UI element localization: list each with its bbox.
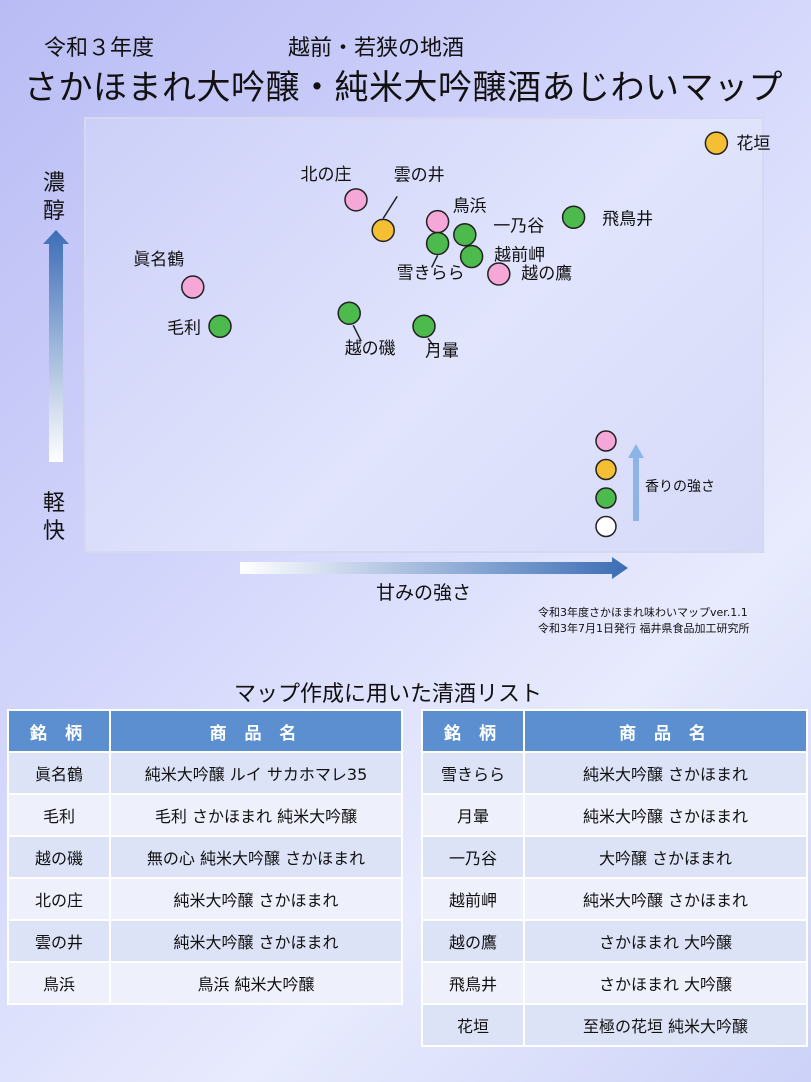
- leader-line: [430, 255, 439, 268]
- brand-cell: 毛利: [7, 793, 111, 837]
- table-row: 鳥浜 鳥浜 純米大吟醸: [7, 961, 403, 1005]
- aroma-legend-swatch: [595, 515, 617, 538]
- brand-cell: 越の磯: [7, 835, 111, 879]
- brand-cell: 月暈: [421, 793, 525, 837]
- brand-cell: 眞名鶴: [7, 751, 111, 795]
- table-row: 飛鳥井 さかほまれ 大吟醸: [421, 961, 808, 1005]
- brand-cell: 飛鳥井: [421, 961, 525, 1005]
- table-row: 一乃谷 大吟醸 さかほまれ: [421, 835, 808, 879]
- product-cell: 毛利 さかほまれ 純米大吟醸: [109, 793, 403, 837]
- leader-line: [382, 195, 398, 219]
- aroma-legend-swatch: [595, 458, 617, 481]
- data-point: [412, 314, 436, 339]
- data-point: [337, 301, 361, 325]
- table-row: 越の磯 無の心 純米大吟醸 さかほまれ: [7, 835, 403, 879]
- title-year: 令和３年度: [44, 36, 155, 61]
- data-point: [453, 222, 477, 247]
- brand-cell: 雪きらら: [421, 751, 525, 795]
- y-axis-low-label: 軽快: [42, 491, 65, 544]
- point-label: 雲の井: [394, 165, 445, 185]
- data-point: [208, 314, 232, 339]
- title-region: 越前・若狭の地酒: [288, 36, 465, 61]
- sake-list-table-right: 銘 柄 商 品 名 雪きらら 純米大吟醸 さかほまれ 月暈 純米大吟醸 さかほまれ 一乃…: [421, 709, 808, 1047]
- point-label: 飛鳥井: [602, 209, 653, 229]
- point-label: 月暈: [425, 341, 459, 361]
- data-point: [344, 188, 368, 212]
- table-row: 毛利 毛利 さかほまれ 純米大吟醸: [7, 793, 403, 837]
- x-axis-label: 甘みの強さ: [376, 582, 472, 604]
- table-row: 越前岬 純米大吟醸 さかほまれ: [421, 877, 808, 921]
- data-point: [561, 205, 586, 230]
- brand-cell: 花垣: [421, 1003, 525, 1047]
- point-label: 鳥浜: [453, 197, 487, 217]
- aroma-legend-arrow: [628, 444, 644, 521]
- point-label: 越前岬: [494, 246, 545, 266]
- product-cell: 純米大吟醸 さかほまれ: [109, 877, 403, 921]
- credit-line-2: 令和3年7月1日発行 福井県食品加工研究所: [538, 622, 750, 635]
- leader-line: [352, 324, 362, 342]
- point-label: 一乃谷: [493, 217, 544, 237]
- product-cell: さかほまれ 大吟醸: [523, 919, 808, 963]
- point-label: 花垣: [736, 134, 770, 154]
- table-row: 眞名鶴 純米大吟醸 ルイ サカホマレ35: [7, 751, 403, 795]
- data-point: [487, 262, 511, 286]
- aroma-legend-swatch: [595, 430, 617, 452]
- aroma-legend-label: 香りの強さ: [645, 479, 715, 495]
- point-label: 越の磯: [345, 339, 396, 359]
- point-label: 毛利: [167, 318, 201, 338]
- product-cell: 大吟醸 さかほまれ: [523, 835, 808, 879]
- point-label: 北の庄: [301, 165, 352, 185]
- data-point: [459, 244, 484, 269]
- point-label: 雪きらら: [397, 263, 465, 283]
- product-cell: 純米大吟醸 さかほまれ: [523, 877, 808, 921]
- brand-cell: 一乃谷: [421, 835, 525, 879]
- list-title: マップ作成に用いた清酒リスト: [234, 682, 543, 707]
- point-label: 眞名鶴: [133, 250, 184, 270]
- product-cell: 至極の花垣 純米大吟醸: [523, 1003, 808, 1047]
- brand-cell: 越前岬: [421, 877, 525, 921]
- product-cell: 純米大吟醸 さかほまれ: [523, 751, 808, 795]
- sake-list-table-left: 銘 柄 商 品 名 眞名鶴 純米大吟醸 ルイ サカホマレ35 毛利 毛利 さかほまれ …: [7, 709, 403, 1005]
- table-row: 越の鷹 さかほまれ 大吟醸: [421, 919, 808, 963]
- y-axis-high-label: 濃醇: [42, 171, 65, 224]
- plot-area: [84, 117, 764, 553]
- table-row: 北の庄 純米大吟醸 さかほまれ: [7, 877, 403, 921]
- aroma-legend-swatch: [595, 487, 617, 509]
- data-point: [425, 231, 450, 256]
- table-row: 雪きらら 純米大吟醸 さかほまれ: [421, 751, 808, 795]
- column-header-product: 商 品 名: [523, 709, 808, 753]
- data-point: [704, 131, 729, 155]
- table-row: 月暈 純米大吟醸 さかほまれ: [421, 793, 808, 837]
- product-cell: 鳥浜 純米大吟醸: [109, 961, 403, 1005]
- brand-cell: 越の鷹: [421, 919, 525, 963]
- table-row: 花垣 至極の花垣 純米大吟醸: [421, 1003, 808, 1047]
- brand-cell: 北の庄: [7, 877, 111, 921]
- credit-line-1: 令和3年度さかほまれ味わいマップver.1.1: [538, 606, 748, 619]
- leader-line: [427, 337, 435, 347]
- column-header-brand: 銘 柄: [421, 709, 525, 753]
- page-title: さかほまれ大吟醸・純米大吟醸酒あじわいマップ: [24, 68, 783, 108]
- table-row: 雲の井 純米大吟醸 さかほまれ: [7, 919, 403, 963]
- product-cell: 無の心 純米大吟醸 さかほまれ: [109, 835, 403, 879]
- y-axis-arrow: [43, 230, 69, 462]
- brand-cell: 鳥浜: [7, 961, 111, 1005]
- point-label: 越の鷹: [521, 263, 572, 284]
- column-header-brand: 銘 柄: [7, 709, 111, 753]
- product-cell: 純米大吟醸 さかほまれ: [523, 793, 808, 837]
- product-cell: 純米大吟醸 さかほまれ: [109, 919, 403, 963]
- data-point: [181, 275, 205, 299]
- product-cell: さかほまれ 大吟醸: [523, 961, 808, 1005]
- x-axis-arrow: [240, 557, 628, 579]
- column-header-product: 商 品 名: [109, 709, 403, 753]
- product-cell: 純米大吟醸 ルイ サカホマレ35: [109, 751, 403, 795]
- brand-cell: 雲の井: [7, 919, 111, 963]
- data-point: [425, 209, 450, 234]
- data-point: [371, 218, 395, 243]
